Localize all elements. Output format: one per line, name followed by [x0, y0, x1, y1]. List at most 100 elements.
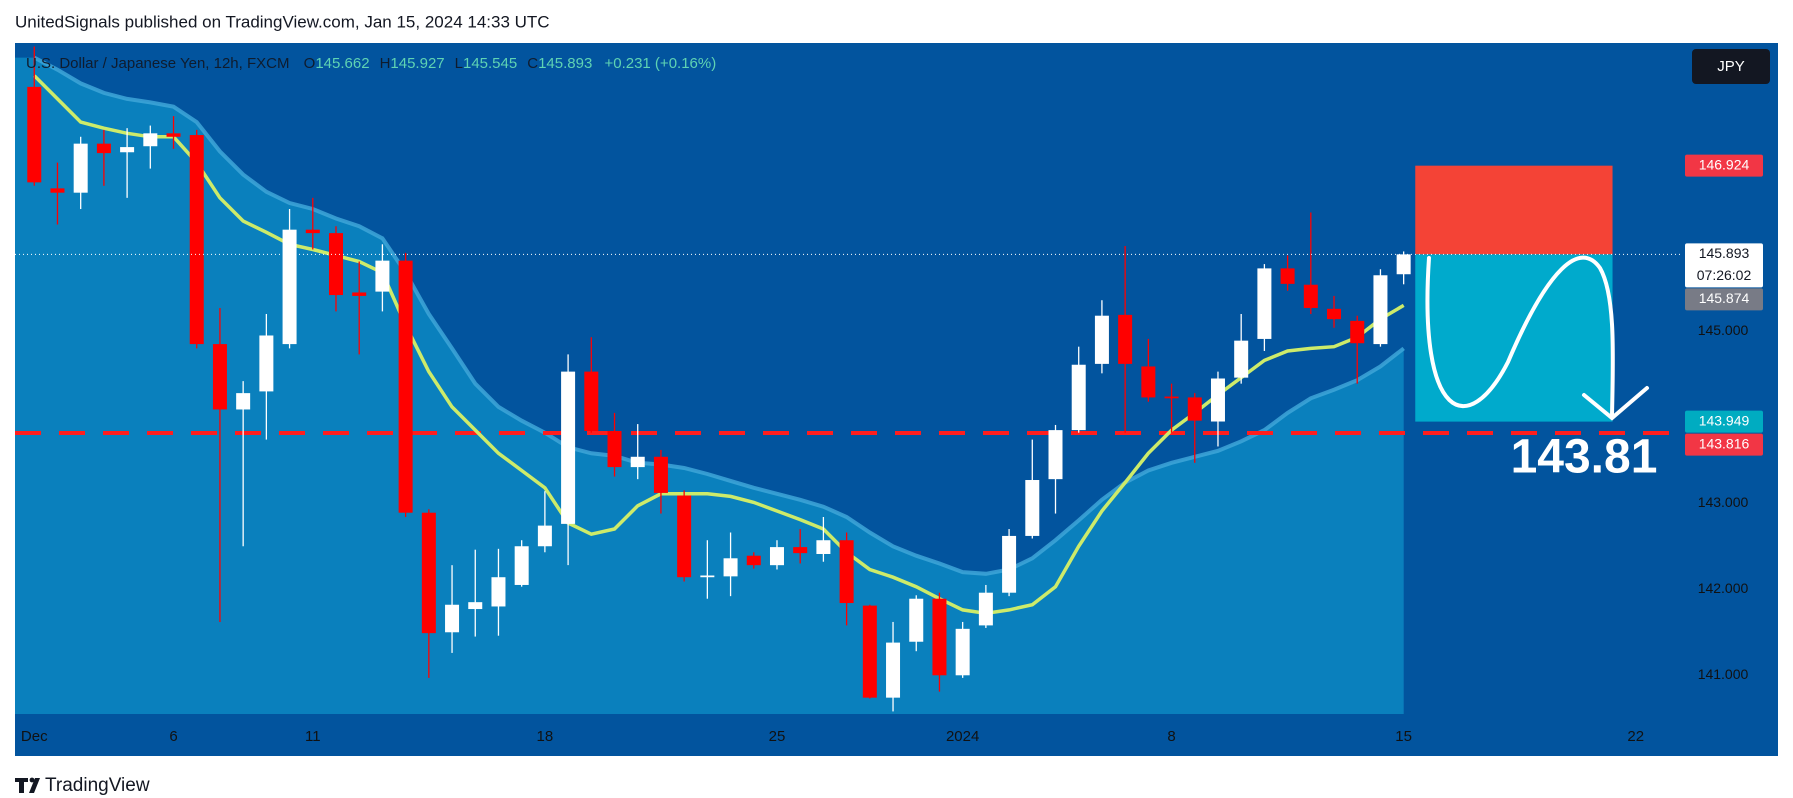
- candle-body: [584, 371, 599, 431]
- x-tick-label: 11: [305, 728, 321, 745]
- x-tick-label: 2024: [946, 728, 979, 745]
- candle-body: [468, 602, 483, 610]
- candle-body: [839, 540, 854, 604]
- legend-value: 145.545: [463, 55, 517, 72]
- candle-body: [537, 525, 552, 547]
- candle-body: [50, 188, 65, 193]
- price-label: 145.874: [1699, 290, 1750, 306]
- candle-body: [491, 577, 506, 607]
- band-area: [15, 57, 1404, 714]
- candle-body: [352, 292, 367, 296]
- drawn-arrow: [1425, 255, 1615, 418]
- legend-value: 145.893: [538, 55, 592, 72]
- candle-body: [305, 229, 320, 234]
- candle-body: [607, 430, 622, 468]
- legend-key: O: [304, 55, 316, 72]
- candle-body: [793, 547, 808, 554]
- price-label-box: [1685, 154, 1763, 177]
- y-tick-label: 145.000: [1698, 322, 1749, 338]
- candle-body: [955, 628, 970, 676]
- band-line: [33, 55, 1405, 576]
- price-label: 146.924: [1699, 156, 1750, 172]
- price-label: 145.893: [1699, 245, 1750, 261]
- chart-legend: U.S. Dollar / Japanese Yen, 12h, FXCM O1…: [26, 55, 716, 72]
- price-change: +0.231 (+0.16%): [604, 55, 716, 72]
- candle-body: [723, 558, 738, 577]
- candle-body: [769, 547, 784, 566]
- legend-key: H: [380, 55, 391, 72]
- price-label-box: [1685, 410, 1763, 433]
- y-tick-label: 143.000: [1698, 494, 1749, 510]
- candle-body: [630, 456, 645, 468]
- legend-value: 145.927: [390, 55, 444, 72]
- candle-body: [1164, 396, 1179, 399]
- price-label-box: [1685, 288, 1763, 311]
- candle-body: [932, 598, 947, 676]
- candle-body: [816, 540, 831, 554]
- logo-mark: [15, 778, 28, 793]
- candle-body: [1141, 366, 1156, 398]
- x-tick-label: 6: [169, 728, 177, 745]
- candle-body: [259, 335, 274, 392]
- moving-average: [33, 74, 1405, 616]
- x-tick-label: 15: [1395, 728, 1412, 745]
- candle-body: [73, 143, 88, 193]
- candle-body: [120, 147, 135, 153]
- candle-body: [1234, 340, 1249, 378]
- candle-body: [1373, 275, 1388, 345]
- candle-body: [143, 133, 158, 147]
- candle-body: [398, 260, 413, 513]
- candle-body: [1327, 308, 1342, 320]
- y-tick-label: 142.000: [1698, 580, 1749, 596]
- candle-body: [166, 133, 181, 137]
- currency-label[interactable]: JPY: [1717, 58, 1745, 75]
- price-label-box: [1685, 243, 1763, 288]
- currency-button[interactable]: [1692, 49, 1770, 84]
- drawn-arrowhead: [1582, 386, 1649, 421]
- x-tick-label: 8: [1167, 728, 1175, 745]
- candle-body: [1025, 480, 1040, 536]
- candle-body: [96, 143, 111, 154]
- logo-mark: [29, 777, 35, 783]
- bar-countdown: 07:26:02: [1697, 267, 1752, 283]
- candle-body: [677, 495, 692, 578]
- candle-body: [328, 233, 343, 296]
- tradingview-logo: [15, 777, 40, 793]
- stop-zone: [1415, 165, 1613, 255]
- candle-body: [445, 604, 460, 633]
- legend-value: 145.662: [315, 55, 369, 72]
- target-annotation: 143.81: [1511, 431, 1658, 484]
- x-tick-label: 25: [769, 728, 786, 745]
- candle-body: [236, 393, 251, 410]
- candle-body: [1187, 397, 1202, 421]
- candle-body: [1071, 364, 1086, 431]
- candle-body: [700, 575, 715, 578]
- plot-area: [15, 46, 1683, 714]
- legend-key: L: [455, 55, 463, 72]
- logo-mark: [29, 778, 40, 793]
- candle-body: [978, 592, 993, 626]
- candle-body: [746, 555, 761, 566]
- candle-body: [1257, 268, 1272, 339]
- candle-body: [212, 344, 227, 410]
- target-zone: [1415, 254, 1613, 422]
- candle-body: [27, 86, 42, 183]
- candle-body: [1350, 320, 1365, 344]
- candle-body: [1210, 378, 1225, 422]
- y-tick-label: 141.000: [1698, 666, 1749, 682]
- footer-brand: TradingView: [45, 775, 150, 796]
- plot-layer: [15, 46, 1683, 714]
- candle-body: [561, 371, 576, 524]
- candle-body: [189, 135, 204, 345]
- candle-body: [1048, 430, 1063, 480]
- candle-body: [909, 598, 924, 642]
- price-label-box: [1685, 433, 1763, 456]
- x-tick-label: 22: [1627, 728, 1644, 745]
- candle-body: [1118, 314, 1133, 364]
- legend-key: C: [527, 55, 538, 72]
- price-label: 143.949: [1699, 412, 1750, 428]
- candle-body: [1002, 535, 1017, 593]
- candle-body: [1094, 315, 1109, 364]
